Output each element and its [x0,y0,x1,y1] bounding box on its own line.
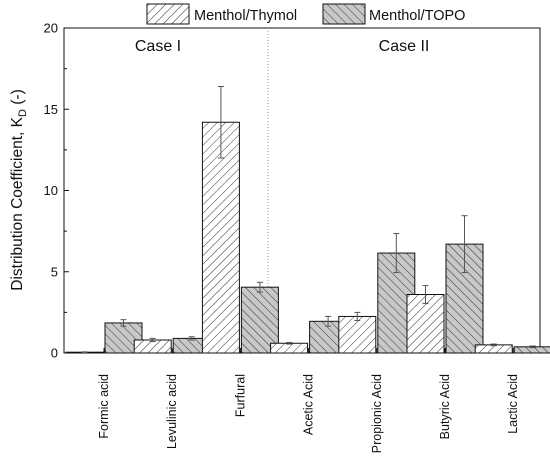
y-tick-label: 10 [44,183,58,198]
legend-swatch-menthol-thymol [146,3,190,25]
y-axis-title: Distribution Coefficient, KD (-) [9,89,29,291]
legend-swatch-menthol-topo [322,3,366,25]
x-axis: Formic acid Levulinic acid Furfural Acetic … [97,348,520,453]
x-category-label: Furfural [233,374,247,417]
y-tick-label: 5 [51,264,58,279]
case-label-2: Case II [379,38,430,55]
x-category-label: Formic acid [97,374,111,439]
bar-menthol-thymol [270,342,309,354]
bars [65,86,550,354]
bar-menthol-thymol [201,121,240,354]
legend-label-menthol-thymol: Menthol/Thymol [194,8,297,24]
x-category-label: Levulinic acid [165,374,179,449]
y-tick-label: 0 [51,346,58,361]
x-category-label: Butyric Acid [438,374,452,439]
x-category-label: Propionic Acid [370,374,384,453]
bar-menthol-topo [240,286,279,354]
y-tick-label: 15 [44,102,58,117]
legend-label-menthol-topo: Menthol/TOPO [369,8,465,24]
y-tick-label: 20 [44,21,58,36]
legend: Menthol/Thymol Menthol/TOPO [146,3,465,25]
x-category-label: Acetic Acid [302,374,316,435]
x-category-label: Lactic Acid [506,374,520,434]
case-label-1: Case I [135,38,181,55]
bar-menthol-thymol [338,315,377,354]
y-axis: 0 5 10 15 20 [44,21,69,361]
